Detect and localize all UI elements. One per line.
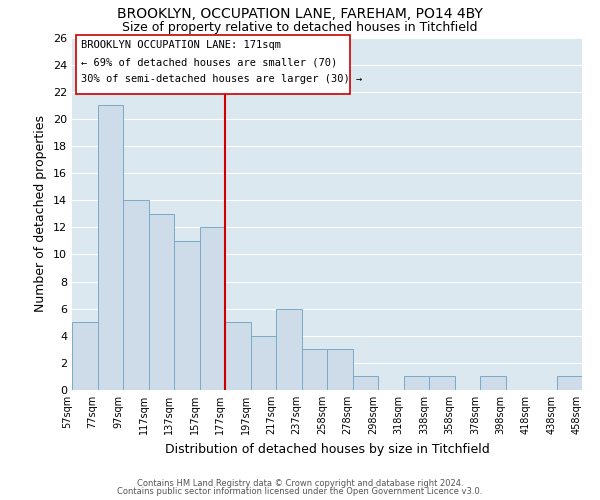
Bar	[353, 376, 378, 390]
Text: BROOKLYN, OCCUPATION LANE, FAREHAM, PO14 4BY: BROOKLYN, OCCUPATION LANE, FAREHAM, PO14…	[117, 8, 483, 22]
Y-axis label: Number of detached properties: Number of detached properties	[34, 116, 47, 312]
Bar	[199, 228, 225, 390]
Text: BROOKLYN OCCUPATION LANE: 171sqm: BROOKLYN OCCUPATION LANE: 171sqm	[81, 40, 281, 50]
Bar	[429, 376, 455, 390]
Bar	[404, 376, 429, 390]
Bar	[225, 322, 251, 390]
Bar	[174, 241, 199, 390]
Text: Size of property relative to detached houses in Titchfield: Size of property relative to detached ho…	[122, 21, 478, 34]
Bar	[327, 350, 353, 390]
Bar	[72, 322, 97, 390]
Bar	[97, 106, 123, 390]
Text: Contains public sector information licensed under the Open Government Licence v3: Contains public sector information licen…	[118, 487, 482, 496]
Bar	[557, 376, 582, 390]
X-axis label: Distribution of detached houses by size in Titchfield: Distribution of detached houses by size …	[164, 442, 490, 456]
FancyBboxPatch shape	[76, 35, 350, 94]
Bar	[480, 376, 506, 390]
Bar	[302, 350, 327, 390]
Text: Contains HM Land Registry data © Crown copyright and database right 2024.: Contains HM Land Registry data © Crown c…	[137, 478, 463, 488]
Bar	[276, 308, 302, 390]
Bar	[251, 336, 276, 390]
Bar	[149, 214, 174, 390]
Text: 30% of semi-detached houses are larger (30) →: 30% of semi-detached houses are larger (…	[81, 74, 362, 84]
Bar	[123, 200, 149, 390]
Text: ← 69% of detached houses are smaller (70): ← 69% of detached houses are smaller (70…	[81, 57, 337, 67]
